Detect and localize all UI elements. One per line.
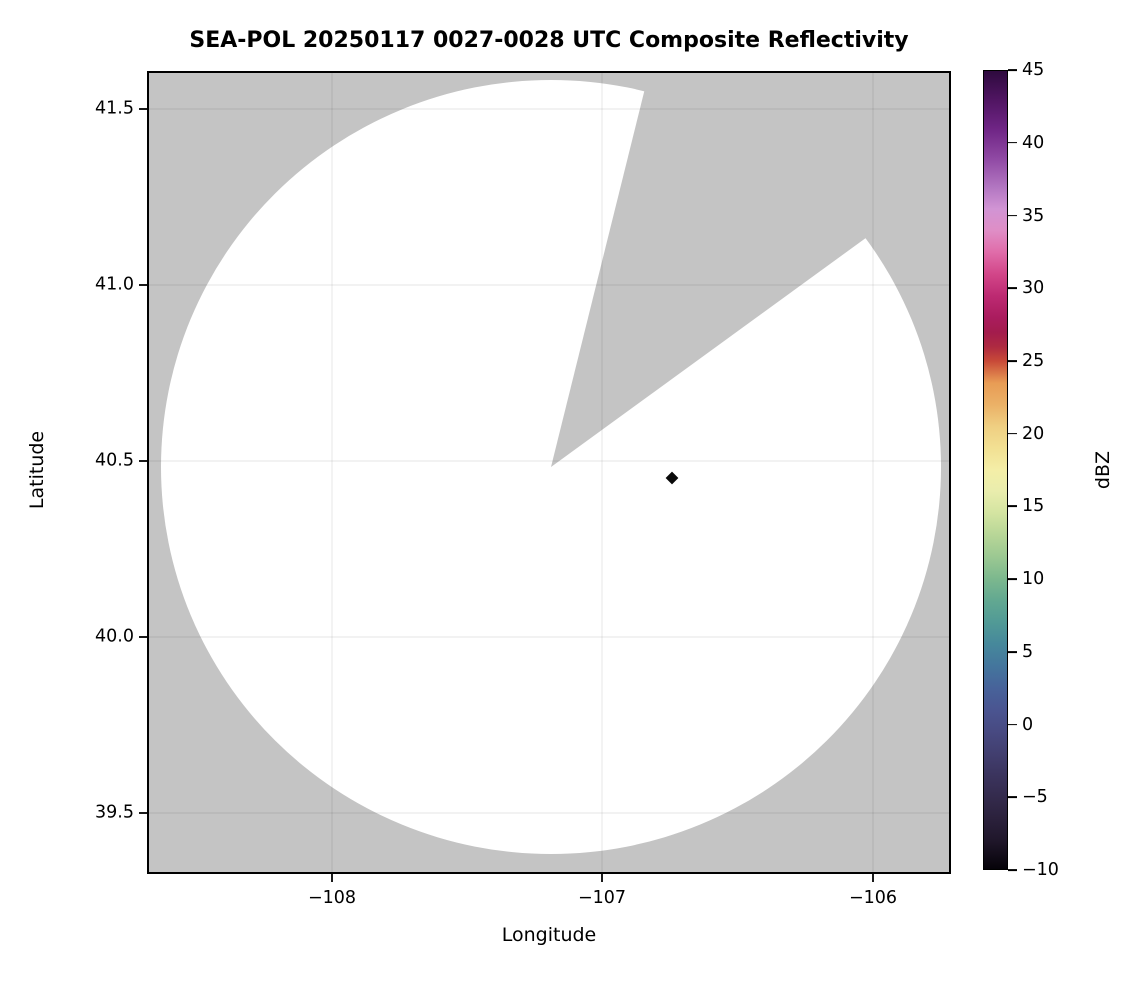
- colorbar-label--10: −10: [1022, 860, 1059, 880]
- y-tick-label-40.5: 40.5: [95, 450, 134, 471]
- colorbar-tick-20: [1008, 432, 1017, 435]
- colorbar-tick-40: [1008, 141, 1017, 144]
- colorbar-label-5: 5: [1022, 641, 1034, 662]
- colorbar-label-20: 20: [1022, 423, 1045, 444]
- colorbar-label-10: 10: [1022, 569, 1045, 590]
- colorbar-tick-25: [1008, 359, 1017, 362]
- y-tick-marks: [139, 108, 148, 814]
- colorbar-tick-45: [1008, 69, 1017, 71]
- y-axis-label: Latitude: [26, 430, 48, 510]
- plot-border: [147, 71, 951, 874]
- y-tick-label-39.5: 39.5: [95, 802, 134, 823]
- x-tick-label--107: −107: [577, 888, 627, 908]
- y-tick-label-40.0: 40.0: [95, 626, 134, 647]
- colorbar-tick-5: [1008, 650, 1017, 653]
- missing-data-sector: [551, 72, 907, 467]
- colorbar-tick-30: [1008, 287, 1017, 290]
- colorbar-label-45: 45: [1022, 60, 1045, 80]
- colorbar-axis-label: dBZ: [1092, 450, 1114, 490]
- colorbar-tick-35: [1008, 214, 1017, 217]
- colorbar-label-30: 30: [1022, 278, 1045, 299]
- y-tick-label-41.5: 41.5: [95, 98, 134, 119]
- x-tick-label--108: −108: [307, 888, 357, 908]
- colorbar: [983, 70, 1008, 870]
- plot-title: SEA-POL 20250117 0027-0028 UTC Composite…: [189, 28, 909, 53]
- x-axis-label: Longitude: [501, 924, 597, 946]
- x-tick-label--106: −106: [848, 888, 898, 908]
- colorbar-label-35: 35: [1022, 205, 1045, 226]
- colorbar-tick--5: [1008, 796, 1017, 799]
- colorbar-label-25: 25: [1022, 350, 1045, 371]
- colorbar-label--5: −5: [1022, 787, 1048, 808]
- colorbar-label-15: 15: [1022, 496, 1045, 517]
- colorbar-label-40: 40: [1022, 132, 1045, 153]
- x-tick-marks: [331, 873, 874, 882]
- colorbar-tick-10: [1008, 578, 1017, 580]
- colorbar-tick-0: [1008, 723, 1017, 726]
- colorbar-label-0: 0: [1022, 714, 1034, 735]
- y-tick-label-41.0: 41.0: [95, 274, 134, 295]
- gridlines: [148, 72, 950, 873]
- colorbar-tick--10: [1008, 869, 1017, 871]
- colorbar-tick-15: [1008, 505, 1017, 508]
